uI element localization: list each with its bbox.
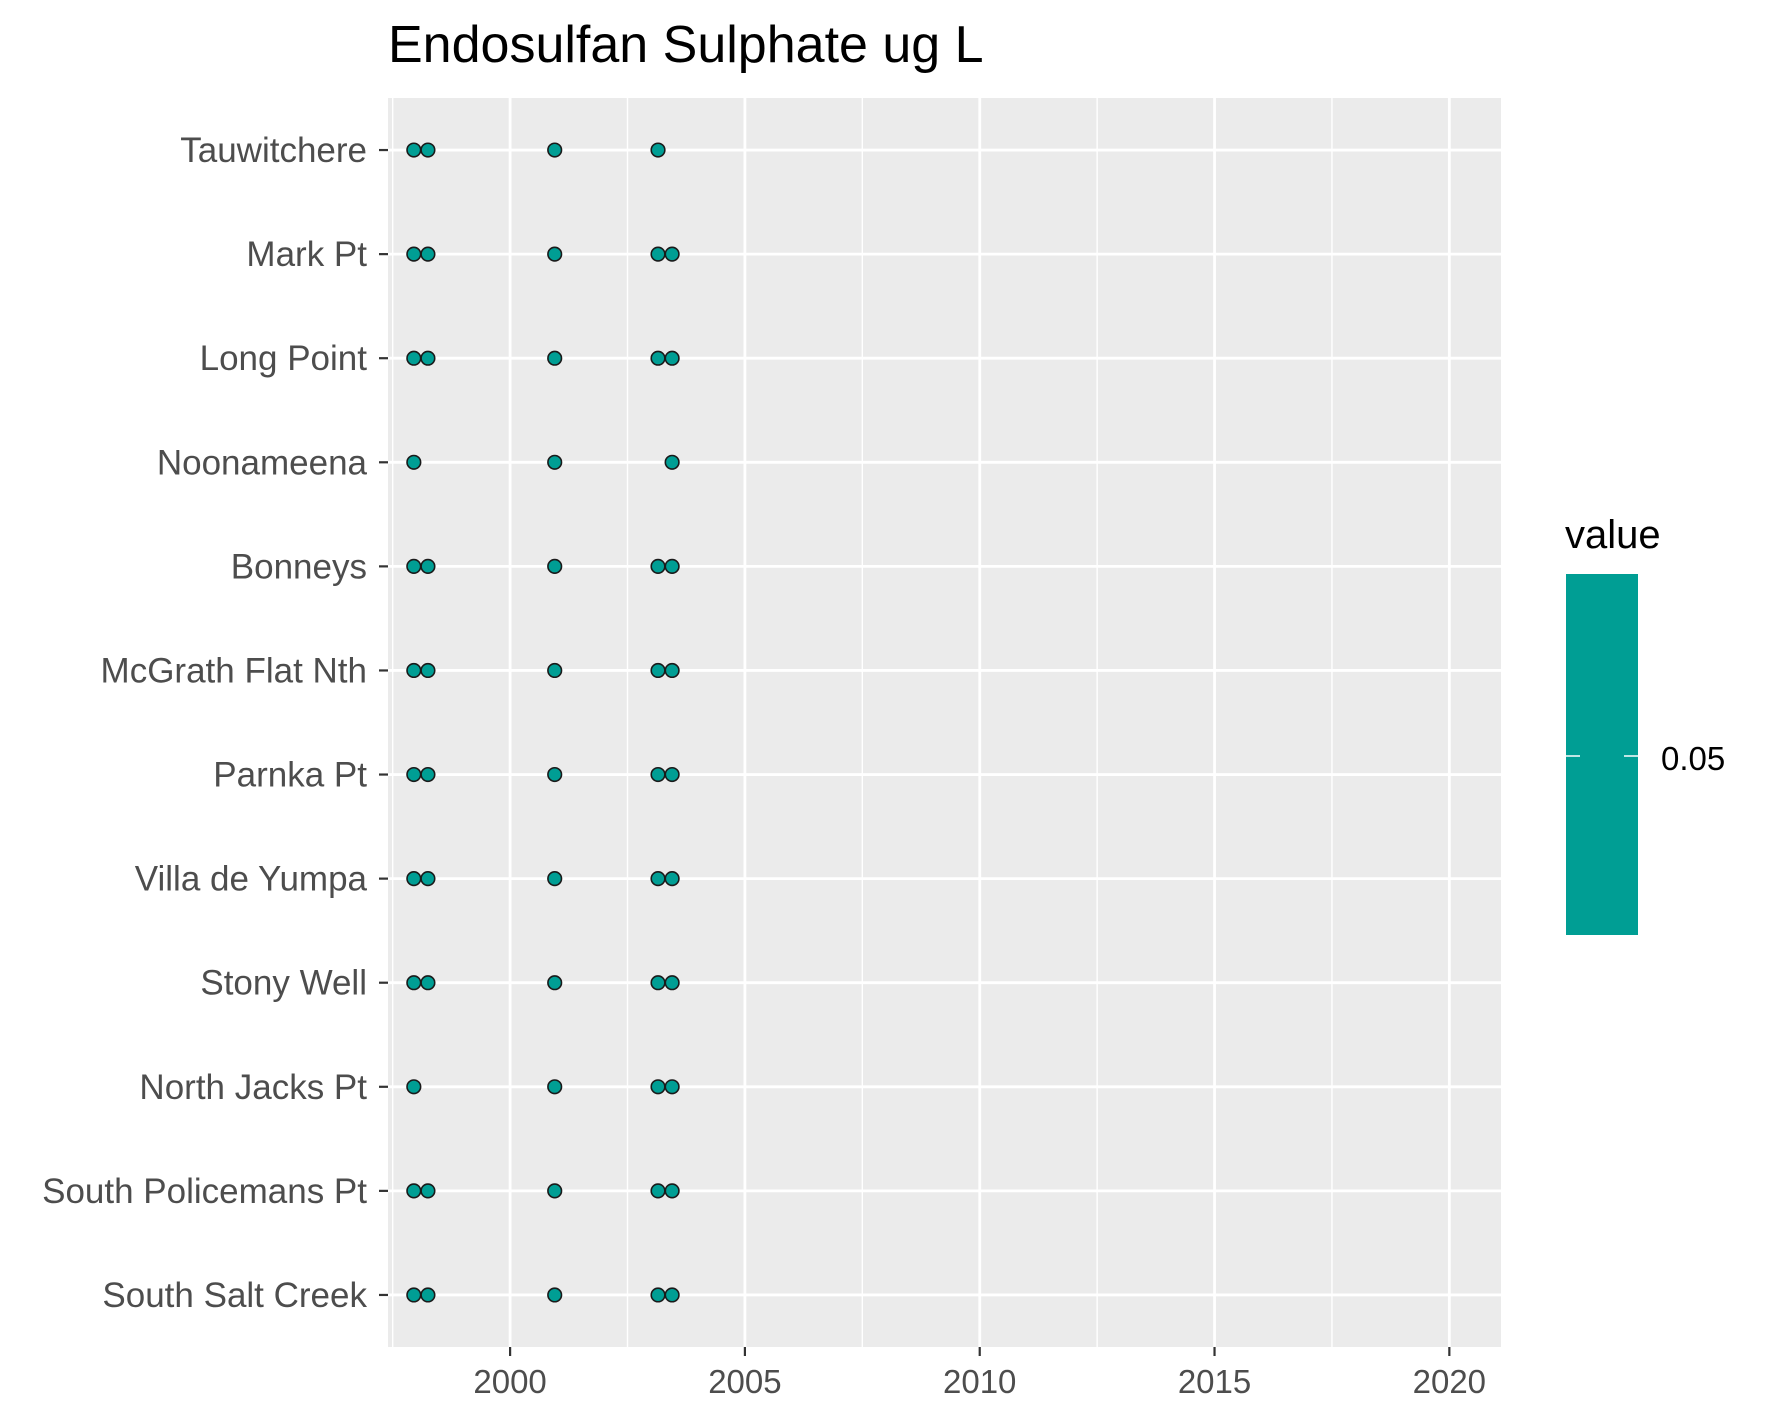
data-point: [664, 558, 680, 574]
data-point: [547, 558, 563, 574]
data-point: [650, 1183, 666, 1199]
data-point: [650, 350, 666, 366]
x-axis: 2000 2005 2010 2015 2020: [473, 1347, 1486, 1400]
data-point: [406, 662, 422, 679]
data-point: [420, 246, 436, 262]
y-tick-label: Long Point: [200, 339, 368, 378]
data-point: [406, 454, 422, 470]
plot-panel: [388, 98, 1501, 1347]
data-point: [420, 662, 436, 679]
data-point: [664, 1183, 680, 1199]
y-tick-label: Stony Well: [200, 964, 367, 1003]
data-point: [547, 454, 563, 470]
data-point: [650, 142, 666, 158]
y-tick-label: Mark Pt: [246, 235, 367, 274]
y-tick-label: Villa de Yumpa: [135, 860, 368, 899]
y-axis: Tauwitchere Mark Pt Long Point Noonameena Bo…: [42, 131, 388, 1315]
data-point: [547, 871, 563, 887]
data-point: [406, 871, 422, 887]
data-point: [406, 350, 422, 366]
x-tick-label: 2005: [708, 1363, 781, 1400]
data-point: [547, 246, 563, 262]
data-point: [650, 558, 666, 574]
data-point: [664, 871, 680, 887]
x-tick-label: 2000: [473, 1363, 546, 1400]
data-point: [664, 454, 680, 470]
legend-title: value: [1565, 513, 1661, 557]
data-point: [650, 1287, 666, 1303]
data-point: [420, 558, 436, 574]
data-point: [547, 142, 563, 158]
data-point: [547, 1183, 563, 1199]
data-point: [547, 1287, 563, 1303]
chart-title: Endosulfan Sulphate ug L: [388, 16, 984, 74]
data-point: [547, 350, 563, 366]
data-point: [420, 766, 436, 783]
data-point: [664, 350, 680, 366]
y-tick-label: Parnka Pt: [213, 756, 367, 795]
x-tick-label: 2015: [1178, 1363, 1251, 1400]
data-point: [650, 871, 666, 887]
data-point: [406, 1079, 422, 1095]
x-tick-label: 2020: [1413, 1363, 1486, 1400]
y-tick-label: South Salt Creek: [102, 1276, 367, 1315]
data-point: [420, 142, 436, 158]
data-point: [650, 975, 666, 991]
y-tick-label: Noonameena: [157, 443, 368, 482]
data-point: [547, 662, 563, 679]
y-tick-label: North Jacks Pt: [139, 1068, 367, 1107]
data-point: [650, 1079, 666, 1095]
grid-minor: [391, 98, 1333, 1347]
legend-colorbar: [1566, 574, 1638, 935]
y-tick-label: South Policemans Pt: [42, 1172, 367, 1211]
data-point: [406, 558, 422, 574]
data-point: [650, 766, 666, 783]
data-point: [664, 1287, 680, 1303]
data-point: [406, 142, 422, 158]
legend-tick-label: 0.05: [1661, 740, 1725, 777]
data-point: [664, 766, 680, 783]
y-tick-label: Bonneys: [231, 547, 367, 586]
data-point: [664, 246, 680, 262]
data-point: [664, 662, 680, 679]
data-points: [406, 142, 680, 1303]
data-point: [420, 1287, 436, 1303]
data-point: [406, 975, 422, 991]
legend: value 0.05: [1565, 513, 1725, 935]
data-point: [406, 1287, 422, 1303]
data-point: [664, 1079, 680, 1095]
data-point: [650, 662, 666, 679]
data-point: [547, 975, 563, 991]
x-tick-label: 2010: [943, 1363, 1016, 1400]
data-point: [547, 1079, 563, 1095]
data-point: [420, 1183, 436, 1199]
grid-major: [388, 98, 1501, 1347]
data-point: [650, 246, 666, 262]
data-point: [664, 975, 680, 991]
data-point: [420, 871, 436, 887]
data-point: [406, 766, 422, 783]
data-point: [547, 766, 563, 783]
data-point: [406, 1183, 422, 1199]
data-point: [420, 975, 436, 991]
data-point: [406, 246, 422, 262]
data-point: [420, 350, 436, 366]
y-tick-label: Tauwitchere: [180, 131, 367, 170]
y-tick-label: McGrath Flat Nth: [101, 651, 367, 690]
